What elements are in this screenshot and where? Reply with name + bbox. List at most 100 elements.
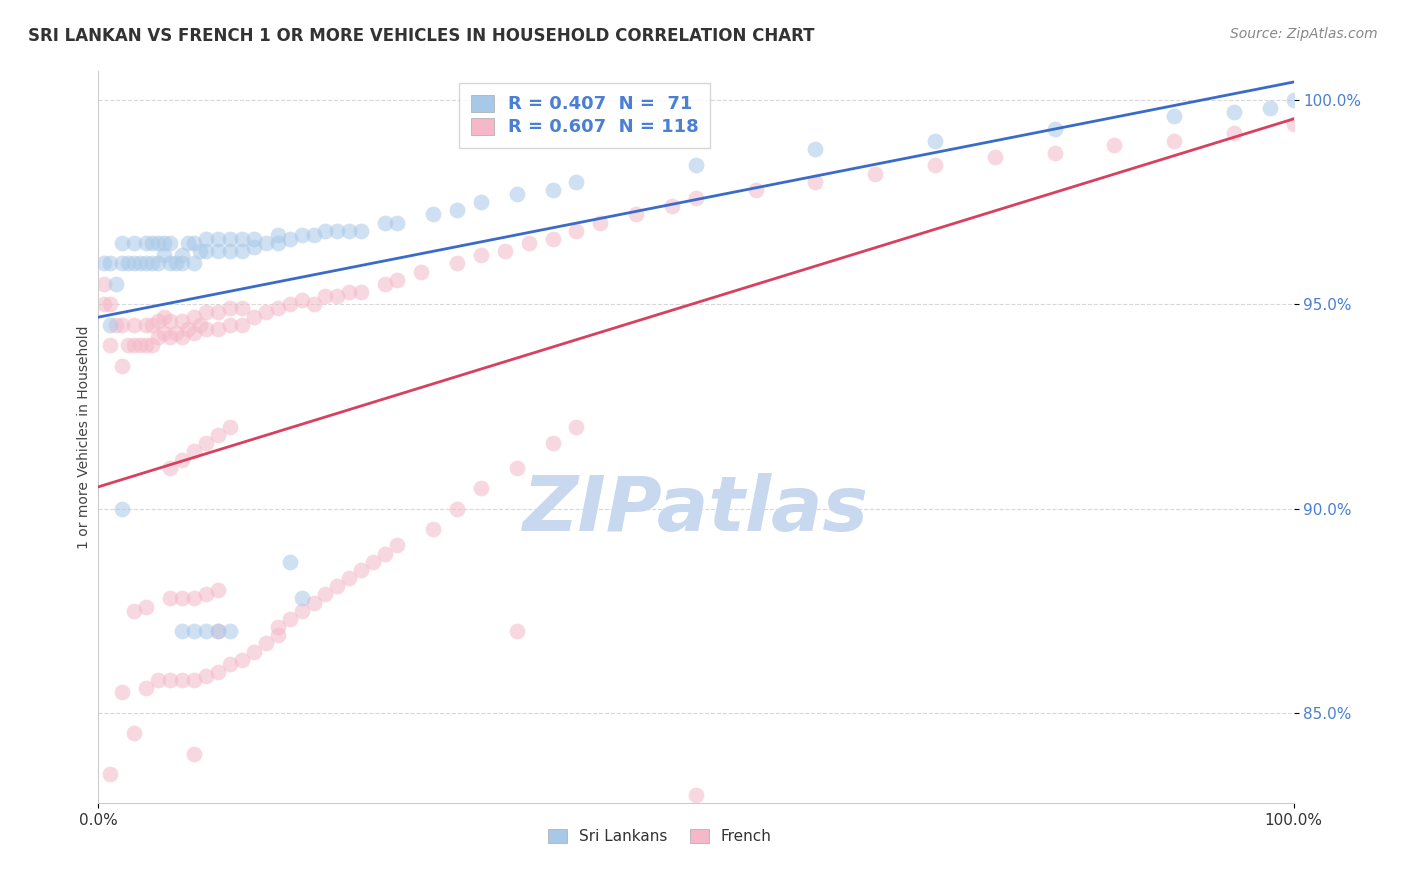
- Point: [148, 313, 170, 327]
- Point: [302, 297, 325, 311]
- Point: [207, 232, 229, 246]
- Point: [302, 227, 325, 242]
- Point: [219, 318, 242, 332]
- Point: [111, 501, 134, 516]
- Point: [685, 191, 707, 205]
- Legend: Sri Lankans, French: Sri Lankans, French: [543, 822, 778, 850]
- Point: [254, 235, 277, 250]
- Point: [98, 318, 122, 332]
- Point: [267, 227, 290, 242]
- Point: [172, 452, 194, 467]
- Point: [148, 673, 170, 688]
- Point: [98, 767, 122, 781]
- Point: [195, 669, 218, 683]
- Point: [98, 297, 122, 311]
- Point: [254, 305, 277, 319]
- Point: [129, 256, 152, 270]
- Point: [135, 681, 157, 696]
- Point: [141, 338, 163, 352]
- Point: [984, 150, 1007, 164]
- Point: [207, 624, 229, 639]
- Point: [183, 747, 205, 761]
- Point: [267, 620, 290, 634]
- Point: [363, 555, 385, 569]
- Point: [446, 501, 468, 516]
- Point: [195, 305, 218, 319]
- Point: [219, 244, 242, 259]
- Point: [183, 256, 205, 270]
- Point: [446, 256, 468, 270]
- Point: [172, 591, 194, 606]
- Point: [124, 726, 146, 740]
- Point: [172, 624, 194, 639]
- Point: [105, 318, 128, 332]
- Point: [124, 256, 146, 270]
- Point: [1282, 93, 1305, 107]
- Point: [165, 326, 187, 340]
- Point: [506, 186, 529, 201]
- Point: [302, 596, 325, 610]
- Point: [135, 256, 157, 270]
- Point: [865, 167, 887, 181]
- Point: [1223, 126, 1246, 140]
- Point: [422, 522, 444, 536]
- Point: [385, 215, 409, 229]
- Point: [117, 256, 139, 270]
- Point: [141, 235, 163, 250]
- Point: [315, 224, 337, 238]
- Point: [374, 277, 396, 291]
- Point: [1282, 118, 1305, 132]
- Point: [326, 289, 349, 303]
- Point: [135, 599, 157, 614]
- Point: [195, 587, 218, 601]
- Point: [135, 318, 157, 332]
- Point: [172, 256, 194, 270]
- Point: [339, 571, 361, 585]
- Point: [219, 657, 242, 671]
- Text: SRI LANKAN VS FRENCH 1 OR MORE VEHICLES IN HOUSEHOLD CORRELATION CHART: SRI LANKAN VS FRENCH 1 OR MORE VEHICLES …: [28, 27, 814, 45]
- Point: [159, 256, 181, 270]
- Point: [207, 244, 229, 259]
- Text: ZIPatlas: ZIPatlas: [523, 474, 869, 547]
- Point: [141, 256, 163, 270]
- Point: [159, 313, 181, 327]
- Point: [195, 232, 218, 246]
- Point: [195, 244, 218, 259]
- Point: [159, 460, 181, 475]
- Point: [124, 338, 146, 352]
- Point: [148, 256, 170, 270]
- Point: [374, 215, 396, 229]
- Point: [124, 318, 146, 332]
- Point: [804, 175, 827, 189]
- Point: [411, 264, 433, 278]
- Point: [111, 359, 134, 373]
- Point: [153, 248, 176, 262]
- Point: [141, 318, 163, 332]
- Point: [291, 227, 314, 242]
- Text: Source: ZipAtlas.com: Source: ZipAtlas.com: [1230, 27, 1378, 41]
- Point: [326, 224, 349, 238]
- Point: [1163, 109, 1185, 123]
- Point: [506, 624, 529, 639]
- Point: [195, 436, 218, 450]
- Point: [243, 232, 266, 246]
- Point: [98, 256, 122, 270]
- Point: [565, 175, 588, 189]
- Point: [117, 338, 139, 352]
- Point: [219, 232, 242, 246]
- Point: [1043, 121, 1066, 136]
- Point: [93, 277, 115, 291]
- Point: [291, 293, 314, 308]
- Point: [470, 481, 492, 495]
- Point: [183, 326, 205, 340]
- Point: [350, 224, 373, 238]
- Point: [159, 235, 181, 250]
- Point: [183, 591, 205, 606]
- Point: [98, 338, 122, 352]
- Point: [195, 322, 218, 336]
- Point: [661, 199, 683, 213]
- Point: [153, 310, 176, 324]
- Point: [267, 628, 290, 642]
- Point: [159, 591, 181, 606]
- Point: [105, 277, 128, 291]
